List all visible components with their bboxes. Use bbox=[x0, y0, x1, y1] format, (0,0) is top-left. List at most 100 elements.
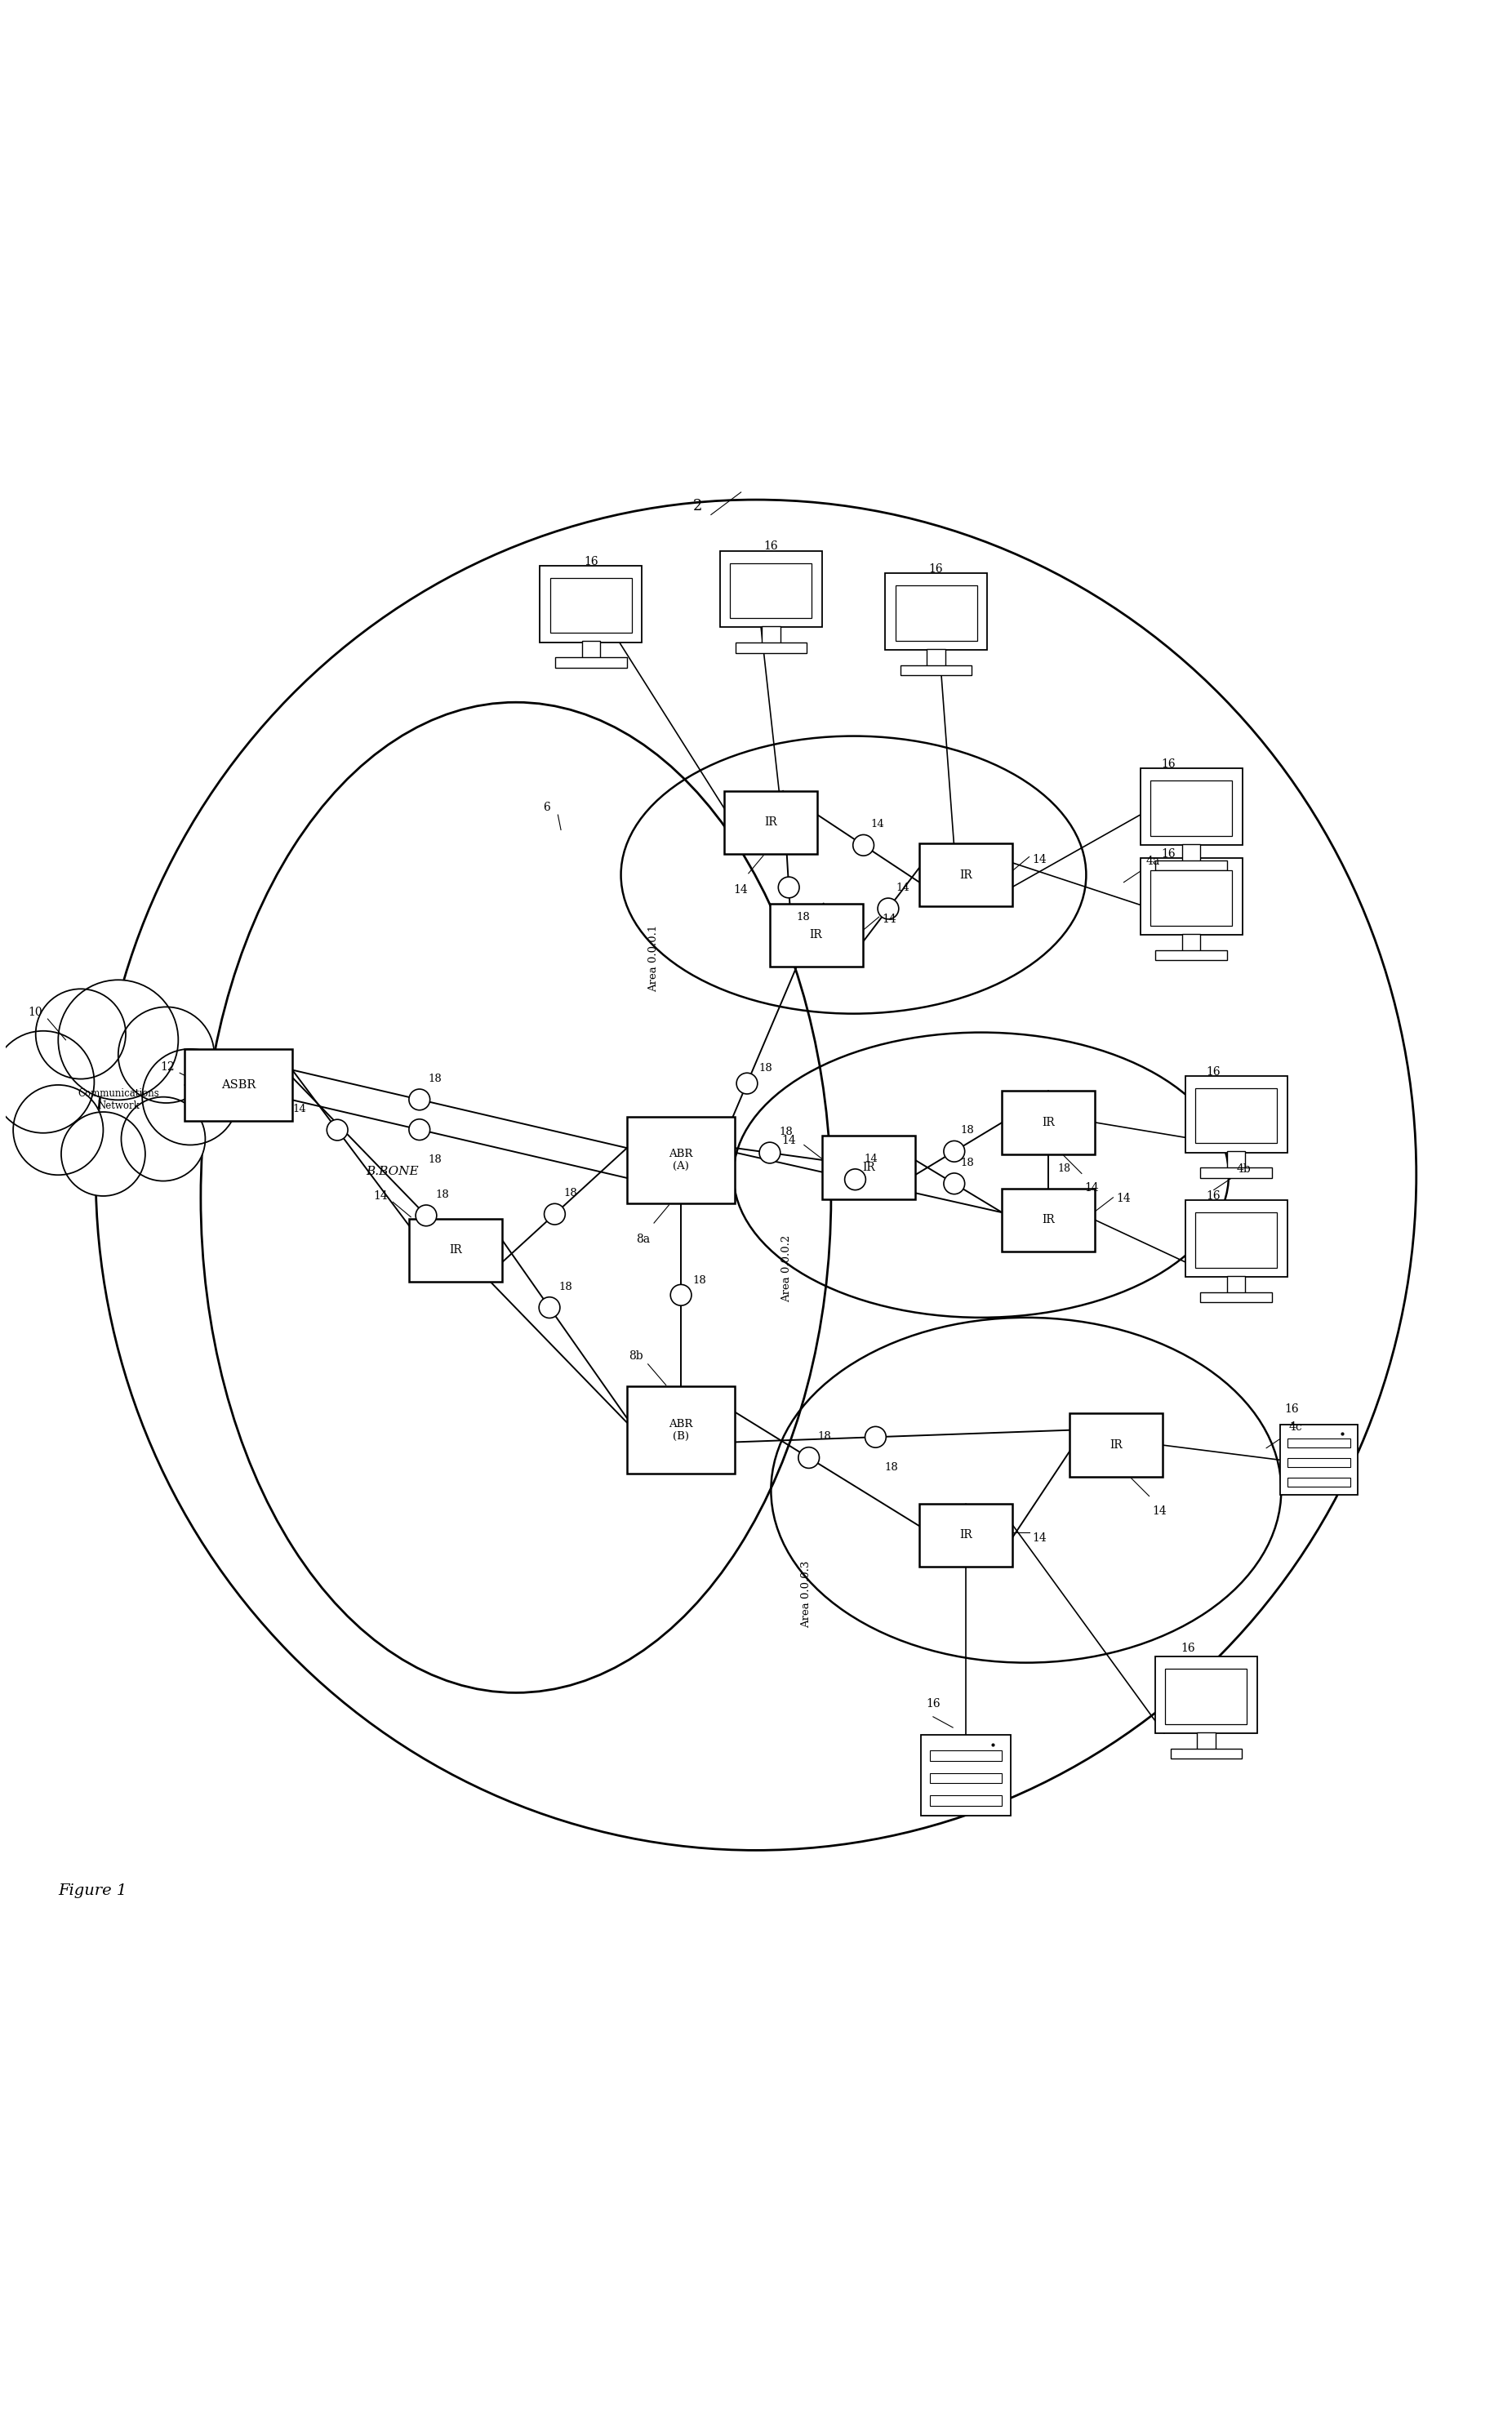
Text: Area 0.0.0.1: Area 0.0.0.1 bbox=[649, 925, 659, 993]
Circle shape bbox=[943, 1140, 965, 1162]
Bar bbox=[1201, 1169, 1272, 1178]
Bar bbox=[930, 1750, 1002, 1762]
Circle shape bbox=[798, 1446, 820, 1468]
Bar bbox=[1196, 1089, 1278, 1142]
Circle shape bbox=[57, 981, 178, 1099]
Text: IR: IR bbox=[862, 1162, 875, 1174]
Text: Figure 1: Figure 1 bbox=[57, 1885, 127, 1899]
Text: 18: 18 bbox=[428, 1072, 442, 1084]
Circle shape bbox=[121, 1097, 206, 1181]
Bar bbox=[1228, 1152, 1246, 1169]
Text: 8b: 8b bbox=[629, 1350, 643, 1362]
Bar bbox=[930, 1795, 1002, 1805]
Text: 18: 18 bbox=[818, 1432, 832, 1441]
Bar bbox=[555, 658, 626, 668]
Bar bbox=[550, 578, 632, 634]
Text: 16: 16 bbox=[1161, 759, 1176, 769]
Bar bbox=[1279, 1424, 1358, 1494]
Bar bbox=[540, 566, 643, 643]
Text: 4b: 4b bbox=[1237, 1164, 1250, 1176]
Bar bbox=[1198, 1733, 1216, 1750]
Text: Communications
Network: Communications Network bbox=[77, 1089, 159, 1111]
Text: 16: 16 bbox=[764, 540, 779, 552]
Bar bbox=[1140, 858, 1243, 935]
Bar bbox=[1155, 950, 1226, 962]
Text: 16: 16 bbox=[1207, 1065, 1220, 1077]
Circle shape bbox=[408, 1089, 429, 1111]
Text: 16: 16 bbox=[1161, 848, 1176, 860]
Bar bbox=[1288, 1439, 1350, 1448]
Text: 8a: 8a bbox=[637, 1234, 650, 1246]
Text: 2: 2 bbox=[692, 499, 702, 513]
Bar bbox=[762, 627, 780, 643]
Text: IR: IR bbox=[1042, 1116, 1055, 1128]
Text: IR: IR bbox=[1110, 1439, 1122, 1451]
FancyBboxPatch shape bbox=[184, 1048, 292, 1121]
Text: ASBR: ASBR bbox=[221, 1080, 256, 1092]
Circle shape bbox=[845, 1169, 866, 1191]
Circle shape bbox=[36, 988, 125, 1080]
Bar bbox=[582, 641, 600, 658]
Bar bbox=[1228, 1275, 1246, 1294]
FancyBboxPatch shape bbox=[823, 1135, 915, 1200]
FancyBboxPatch shape bbox=[1069, 1415, 1163, 1477]
Circle shape bbox=[60, 1111, 145, 1195]
Text: 16: 16 bbox=[1207, 1191, 1220, 1203]
Circle shape bbox=[779, 877, 800, 899]
Bar bbox=[735, 643, 807, 653]
Text: IR: IR bbox=[809, 930, 823, 940]
Bar bbox=[1155, 860, 1226, 870]
Circle shape bbox=[877, 899, 898, 918]
Bar bbox=[1185, 1075, 1287, 1152]
Text: IR: IR bbox=[960, 870, 972, 880]
Text: 18: 18 bbox=[435, 1188, 449, 1200]
Text: Area 0.0.0.2: Area 0.0.0.2 bbox=[782, 1236, 792, 1301]
Text: 14: 14 bbox=[733, 884, 748, 897]
Text: ABR
(B): ABR (B) bbox=[668, 1419, 692, 1441]
Circle shape bbox=[736, 1072, 758, 1094]
Text: 18: 18 bbox=[564, 1188, 578, 1198]
Text: 10: 10 bbox=[29, 1007, 42, 1019]
Bar bbox=[1182, 844, 1201, 860]
Circle shape bbox=[416, 1205, 437, 1227]
Text: IR: IR bbox=[960, 1530, 972, 1540]
Circle shape bbox=[0, 1031, 94, 1133]
Text: 4c: 4c bbox=[1288, 1422, 1302, 1434]
Text: 14: 14 bbox=[373, 1191, 387, 1203]
Bar bbox=[930, 1774, 1002, 1783]
Circle shape bbox=[865, 1427, 886, 1448]
Bar bbox=[1140, 769, 1243, 846]
Text: 14: 14 bbox=[1084, 1183, 1099, 1193]
Bar bbox=[1185, 1200, 1287, 1277]
Text: 14: 14 bbox=[1033, 853, 1046, 865]
Bar bbox=[1166, 1670, 1247, 1723]
Text: 18: 18 bbox=[759, 1063, 773, 1075]
Bar bbox=[1170, 1750, 1241, 1759]
Circle shape bbox=[142, 1048, 239, 1145]
Bar bbox=[921, 1735, 1012, 1815]
Text: 16: 16 bbox=[925, 1697, 940, 1709]
Bar bbox=[1151, 870, 1232, 925]
Circle shape bbox=[544, 1203, 565, 1224]
FancyBboxPatch shape bbox=[627, 1386, 735, 1473]
Text: IR: IR bbox=[1042, 1215, 1055, 1227]
Text: 4a: 4a bbox=[1146, 856, 1160, 868]
Bar bbox=[1155, 1656, 1256, 1733]
Text: 18: 18 bbox=[797, 913, 810, 923]
Bar bbox=[885, 574, 987, 651]
Circle shape bbox=[538, 1297, 559, 1318]
Text: 18: 18 bbox=[1057, 1164, 1070, 1174]
Circle shape bbox=[408, 1118, 429, 1140]
Text: 18: 18 bbox=[960, 1125, 974, 1135]
FancyBboxPatch shape bbox=[724, 790, 818, 853]
Text: Area 0.0.0.3: Area 0.0.0.3 bbox=[801, 1562, 812, 1629]
Text: 14: 14 bbox=[1152, 1506, 1167, 1516]
Bar bbox=[1196, 1212, 1278, 1268]
FancyBboxPatch shape bbox=[1002, 1188, 1095, 1251]
Text: 14: 14 bbox=[1033, 1533, 1046, 1542]
Text: 14: 14 bbox=[865, 1154, 878, 1164]
Text: ABR
(A): ABR (A) bbox=[668, 1150, 692, 1171]
Text: IR: IR bbox=[449, 1244, 463, 1256]
Text: B.BONE: B.BONE bbox=[366, 1166, 419, 1178]
Text: 6: 6 bbox=[543, 803, 550, 812]
